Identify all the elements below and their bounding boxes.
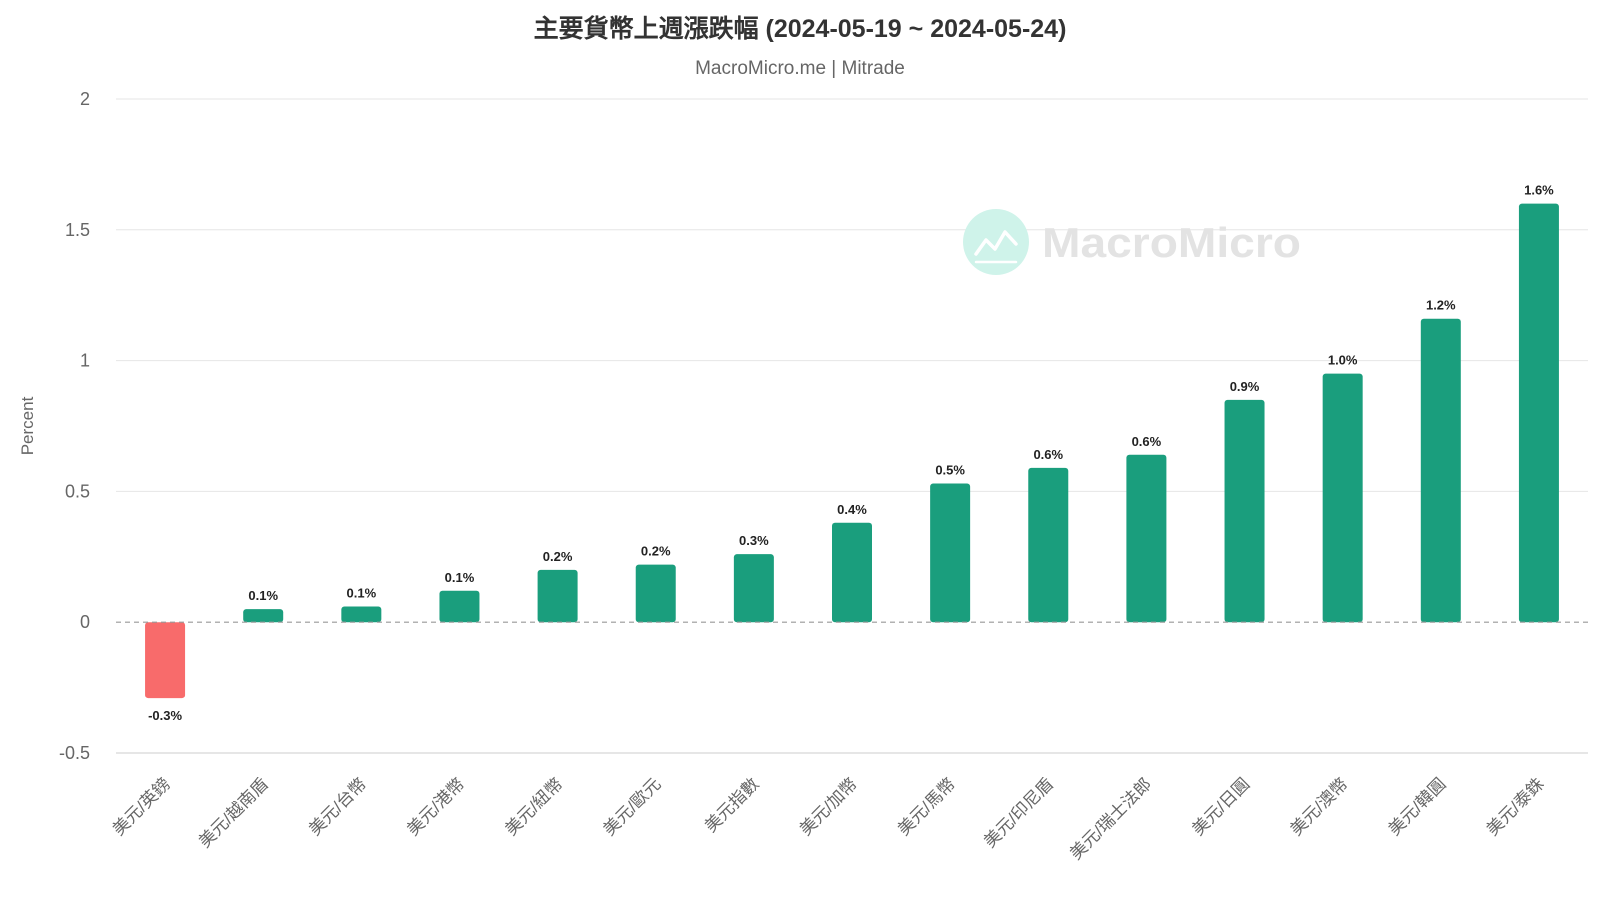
y-tick-label: 0 [80, 612, 90, 632]
watermark: MacroMicro [963, 209, 1301, 275]
bar-13[interactable] [1322, 373, 1363, 623]
data-label-13: 1.0% [1328, 353, 1358, 368]
data-label-10: 0.6% [1033, 447, 1063, 462]
bar-2[interactable] [243, 609, 284, 623]
data-label-2: 0.1% [248, 588, 278, 603]
y-tick-label: -0.5 [59, 743, 90, 763]
data-label-9: 0.5% [935, 463, 965, 478]
y-tick-label: 0.5 [65, 481, 90, 501]
data-label-1: -0.3% [148, 708, 182, 723]
data-label-15: 1.6% [1524, 183, 1554, 198]
y-tick-label: 1.5 [65, 220, 90, 240]
data-label-5: 0.2% [543, 549, 573, 564]
data-label-11: 0.6% [1132, 434, 1162, 449]
watermark-text: MacroMicro [1042, 219, 1301, 266]
bar-9[interactable] [930, 483, 971, 623]
data-label-14: 1.2% [1426, 298, 1456, 313]
bar-12[interactable] [1224, 399, 1265, 623]
chart-title: 主要貨幣上週漲跌幅 (2024-05-19 ~ 2024-05-24) [534, 14, 1067, 43]
bar-15[interactable] [1518, 203, 1559, 623]
y-axis-tick-labels: -0.5 0 0.5 1 1.5 2 [59, 89, 90, 763]
bars [145, 203, 1559, 699]
macromicro-logo-icon [963, 209, 1029, 275]
y-tick-label: 1 [80, 351, 90, 371]
bar-7[interactable] [733, 554, 774, 623]
bar-6[interactable] [635, 564, 676, 623]
chart-subtitle: MacroMicro.me | Mitrade [695, 58, 905, 79]
data-label-4: 0.1% [445, 570, 475, 585]
data-labels: -0.3% 0.1% 0.1% 0.1% 0.2% 0.2% 0.3% 0.4% 0.5% 0.6… [148, 183, 1554, 723]
bar-8[interactable] [832, 522, 872, 623]
bar-10[interactable] [1028, 467, 1069, 623]
bar-11[interactable] [1126, 454, 1167, 623]
data-label-6: 0.2% [641, 544, 671, 559]
data-label-8: 0.4% [837, 502, 867, 517]
data-label-3: 0.1% [347, 586, 377, 601]
bar-14[interactable] [1420, 318, 1461, 623]
data-label-7: 0.3% [739, 533, 769, 548]
bar-1[interactable] [145, 622, 186, 699]
bar-5[interactable] [537, 569, 578, 623]
y-axis-label: Percent [18, 396, 37, 455]
data-label-12: 0.9% [1230, 379, 1260, 394]
bar-4[interactable] [439, 590, 480, 623]
gridlines [116, 98, 1588, 754]
bar-3[interactable] [341, 606, 382, 623]
y-tick-label: 2 [80, 89, 90, 109]
